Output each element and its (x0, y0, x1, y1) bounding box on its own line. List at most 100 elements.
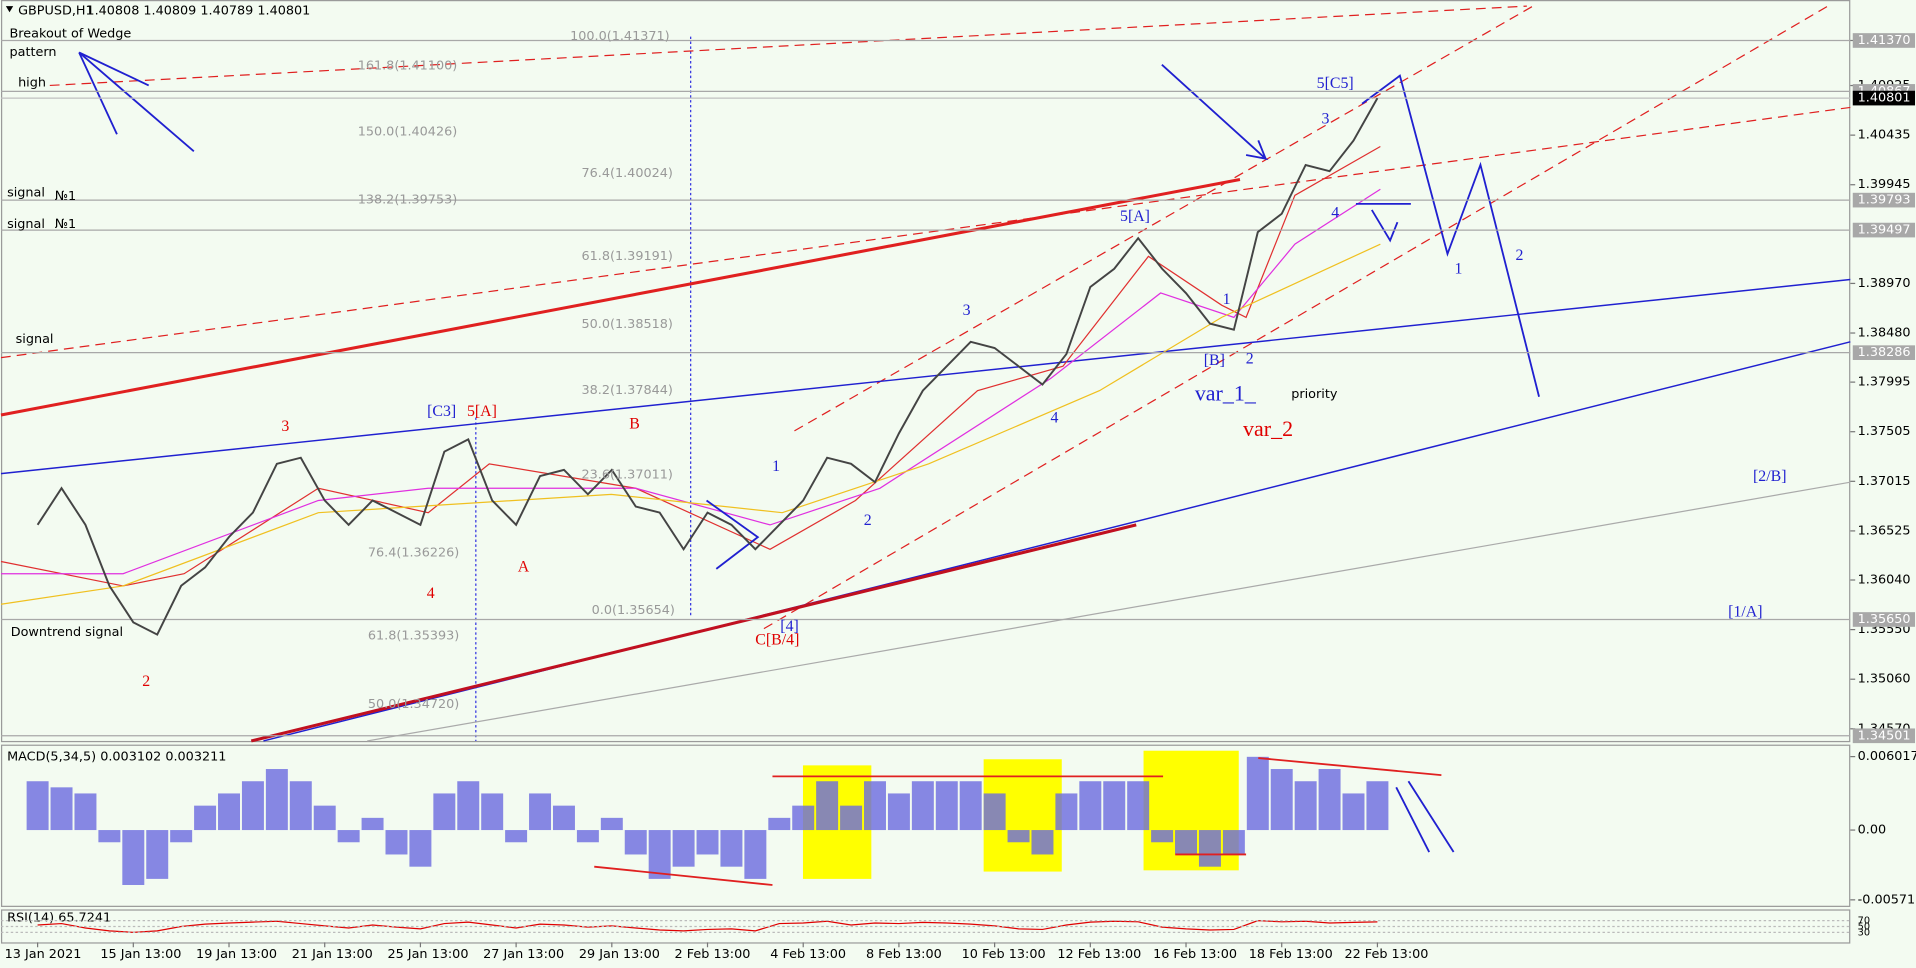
macd-bar (1031, 830, 1054, 855)
macd-bar (50, 787, 73, 831)
macd-bar (1175, 830, 1198, 855)
annotation: signal (7, 185, 45, 200)
rsi-tick-label: 70 (1858, 916, 1870, 927)
x-tick-label: 8 Feb 13:00 (866, 947, 942, 962)
annotation: [C3] (427, 403, 456, 420)
macd-bar (1007, 830, 1030, 843)
annotation: 138.2(1.39753) (358, 193, 458, 208)
macd-bar (1366, 781, 1389, 831)
y-tick-label: 1.36040 (1858, 573, 1911, 588)
level-label: 1.41370 (1858, 33, 1911, 48)
y-tick-label: 1.37015 (1858, 474, 1911, 489)
level-label: 1.34501 (1858, 728, 1911, 743)
annotation: 1 (772, 458, 780, 475)
x-tick-label: 13 Jan 2021 (5, 947, 82, 962)
annotation: var_2 (1243, 416, 1293, 441)
moving-average (0, 188, 1381, 575)
annotation: 61.8(1.35393) (368, 628, 459, 643)
annotation: №1 (55, 217, 76, 232)
arrow (78, 51, 195, 153)
y-tick-label: 1.35060 (1858, 672, 1911, 687)
macd-bar (744, 830, 767, 879)
trend-line (0, 278, 1851, 475)
x-tick-label: 21 Jan 13:00 (292, 947, 373, 962)
menu-icon[interactable] (5, 6, 14, 13)
macd-bar (696, 830, 719, 855)
macd-bar (1198, 830, 1221, 867)
annotation: 38.2(1.37844) (581, 383, 672, 398)
arrow (1395, 786, 1430, 853)
x-tick-label: 29 Jan 13:00 (579, 947, 660, 962)
annotation: 0.0(1.35654) (592, 603, 675, 618)
macd-bar (1294, 781, 1317, 831)
y-tick-label: 1.38970 (1858, 276, 1911, 291)
macd-bar (864, 781, 886, 831)
annotation: 76.4(1.36226) (368, 545, 459, 560)
macd-bar (313, 805, 336, 831)
annotation: Breakout of Wedge (10, 27, 132, 42)
macd-bar (241, 781, 264, 831)
macd-bar (361, 817, 384, 831)
trend-line (794, 5, 1534, 432)
macd-bar (385, 830, 408, 855)
macd-bar (552, 805, 575, 831)
symbol: GBPUSD,H1 (18, 3, 94, 18)
macd-bar (887, 793, 910, 831)
annotation: №1 (55, 189, 76, 204)
macd-bar (1318, 769, 1341, 831)
annotation: 4 (1050, 409, 1058, 426)
level-box (1852, 612, 1916, 627)
x-tick-label: 2 Feb 13:00 (675, 947, 751, 962)
annotation: 5[C5] (1317, 75, 1354, 92)
annotation: 1 (1223, 291, 1231, 308)
macd-bar (74, 793, 97, 831)
macd-bar (1342, 793, 1365, 831)
annotation: 61.8(1.39191) (581, 249, 672, 264)
price-line (36, 97, 1379, 636)
annotation: 23.6(1.37011) (581, 467, 672, 482)
macd-bar (911, 781, 934, 831)
macd-bar (792, 805, 815, 831)
macd-drawings (594, 757, 1455, 886)
level-label: 1.38286 (1858, 345, 1911, 360)
arrow (78, 52, 118, 135)
macd-bar (170, 830, 193, 843)
macd-tick-label: 0.006017 (1858, 749, 1916, 764)
annotation: 2 (864, 512, 872, 529)
level-label: 1.39497 (1858, 223, 1911, 238)
trend-line (763, 3, 1833, 630)
macd-bar (1079, 781, 1102, 831)
level-label: 1.35650 (1858, 612, 1911, 627)
level-box (1852, 33, 1916, 48)
macd-bar (265, 769, 288, 831)
macd-title: MACD(5,34,5) 0.003102 0.003211 (7, 749, 226, 764)
annotation: 100.0(1.41371) (570, 29, 670, 44)
macd-bar (194, 805, 217, 831)
macd-bar (26, 781, 49, 831)
arrow (1371, 209, 1399, 243)
macd-bar (600, 817, 623, 831)
x-tick-label: 16 Feb 13:00 (1153, 947, 1237, 962)
annotation: [2/B] (1753, 468, 1786, 485)
arrow (1407, 780, 1455, 853)
last-price-label: 1.40801 (1858, 91, 1911, 106)
trend-line (49, 5, 1527, 87)
macd-bar (289, 781, 312, 831)
annotation: high (18, 76, 46, 91)
macd-bar (576, 830, 599, 843)
price-box (1852, 90, 1916, 106)
macd-bar (1222, 830, 1245, 855)
y-tick-label: 1.36525 (1858, 523, 1911, 538)
macd-bar (959, 781, 982, 831)
marks (0, 39, 1851, 933)
annotation: 2 (1516, 247, 1524, 264)
macd-bar (505, 830, 528, 843)
annotation: B (629, 415, 640, 432)
annotation: 2 (1246, 351, 1254, 368)
annotation: var_1_ (1195, 381, 1257, 406)
x-tick-label: 25 Jan 13:00 (387, 947, 468, 962)
y-tick-label: 1.37995 (1858, 375, 1911, 390)
annotation: 3 (963, 302, 971, 319)
arrow (1161, 64, 1269, 161)
annotation: [4] (780, 618, 798, 635)
